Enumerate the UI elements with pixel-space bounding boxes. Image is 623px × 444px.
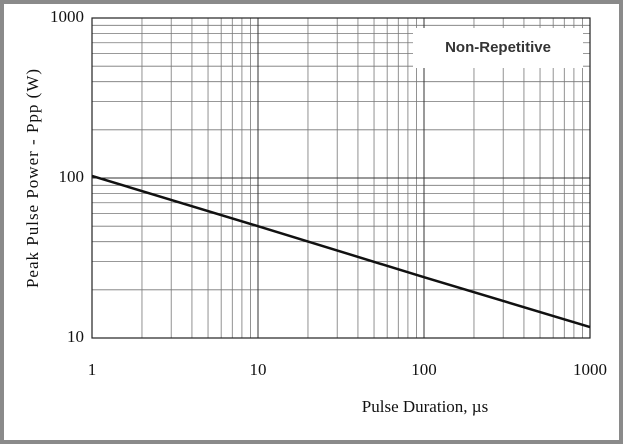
- plot-border: [91, 17, 591, 339]
- x-tick-label: 1000: [573, 360, 607, 379]
- x-tick-label: 100: [411, 360, 437, 379]
- annotation: Non-Repetitive: [445, 39, 551, 56]
- y-tick-label: 100: [59, 167, 85, 186]
- y-axis-label: Peak Pulse Power - Ppp (W): [23, 68, 42, 288]
- annotation-box: [413, 28, 583, 68]
- y-tick-label: 1000: [50, 7, 84, 26]
- y-tick-label: 10: [67, 327, 84, 346]
- x-axis-label: Pulse Duration, µs: [362, 397, 488, 416]
- line: [91, 174, 591, 329]
- x-tick-label: 10: [250, 360, 267, 379]
- x-tick-label: 1: [88, 360, 97, 379]
